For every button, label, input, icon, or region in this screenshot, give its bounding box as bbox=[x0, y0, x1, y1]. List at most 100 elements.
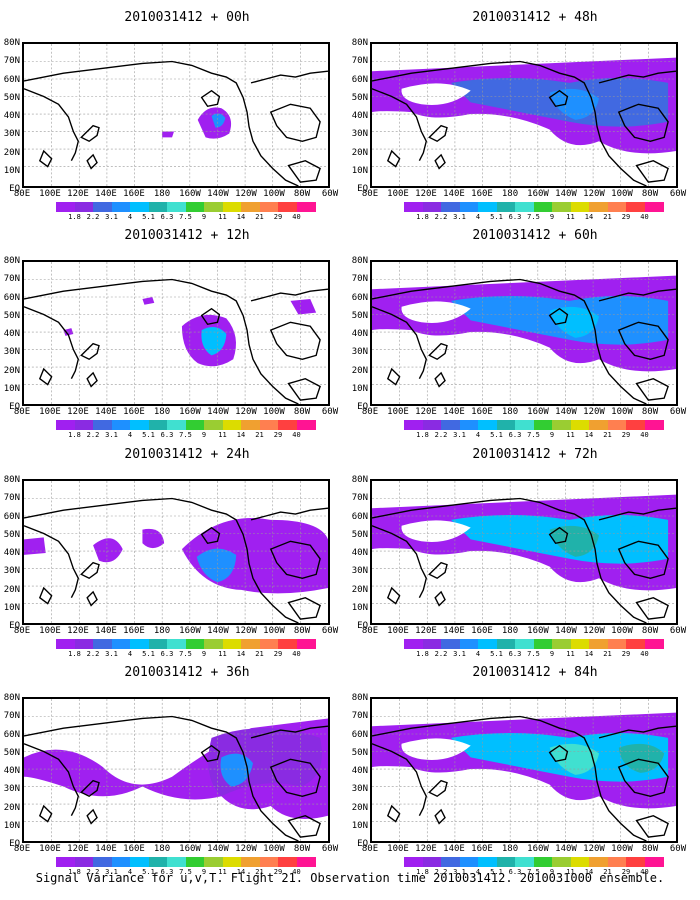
longitude-label: 100W bbox=[263, 189, 285, 199]
colorbar-label: 4 bbox=[475, 650, 481, 658]
colorbar-label: 6.3 bbox=[508, 213, 522, 221]
colorbar-swatch bbox=[441, 639, 460, 649]
colorbar-swatch bbox=[167, 639, 186, 649]
latitude-label: 10N bbox=[3, 165, 20, 176]
longitude-label: 120E bbox=[415, 844, 437, 854]
figure-caption: Signal Variance for u,v,T. Flight 21. Ob… bbox=[35, 871, 665, 885]
map-canvas bbox=[24, 44, 328, 186]
latitude-label: EQ bbox=[357, 184, 368, 194]
colorbar-label: 21 bbox=[603, 431, 612, 439]
longitude-label: 80E bbox=[361, 407, 379, 417]
coastline bbox=[200, 307, 221, 326]
coastline bbox=[269, 540, 321, 579]
latitude-label: 20N bbox=[351, 584, 368, 595]
coastline bbox=[548, 307, 569, 326]
latitude-label: 20N bbox=[3, 802, 20, 813]
latitude-label: 80N bbox=[3, 256, 20, 266]
longitude-label: 120E bbox=[67, 189, 89, 199]
longitude-label: 80W bbox=[293, 626, 311, 636]
map-canvas bbox=[24, 262, 328, 404]
colorbar-swatch bbox=[607, 420, 627, 430]
longitude-label: 140W bbox=[555, 189, 577, 199]
colorbar-label: 21 bbox=[603, 650, 612, 658]
colorbar-swatch bbox=[459, 639, 479, 649]
latitude-label: 60N bbox=[3, 292, 20, 303]
longitude-label: 180 bbox=[501, 189, 519, 199]
latitude-label: 70N bbox=[351, 274, 368, 285]
colorbar-swatch bbox=[185, 639, 205, 649]
longitude-label: 80E bbox=[361, 844, 379, 854]
colorbar-swatch bbox=[93, 420, 112, 430]
coastline bbox=[617, 321, 669, 360]
longitude-label: 100W bbox=[263, 626, 285, 636]
longitude-label: 100W bbox=[263, 844, 285, 854]
latitude-label: 50N bbox=[3, 92, 20, 103]
longitude-label: 80E bbox=[361, 189, 379, 199]
coastline bbox=[24, 278, 299, 404]
latitude-label: 10N bbox=[3, 820, 20, 831]
colorbar-label: 7.5 bbox=[527, 213, 540, 221]
colorbar-label: 5.1 bbox=[490, 213, 503, 221]
colorbar-swatch bbox=[422, 420, 442, 430]
colorbar-label: 9 bbox=[549, 868, 555, 876]
colorbar-swatch bbox=[241, 857, 260, 867]
colorbar-swatch bbox=[204, 857, 223, 867]
longitude-label: 180 bbox=[153, 626, 171, 636]
colorbar-swatch bbox=[167, 420, 186, 430]
longitude-label: 80E bbox=[13, 407, 31, 417]
latitude-label: EQ bbox=[9, 621, 20, 631]
colorbar-label: 40 bbox=[292, 213, 301, 221]
colorbar-swatch bbox=[404, 420, 423, 430]
colorbar-swatch bbox=[496, 420, 516, 430]
colorbar-label: 6.3 bbox=[160, 431, 174, 439]
variance-contour-fill bbox=[401, 738, 471, 761]
colorbar-swatch bbox=[130, 639, 149, 649]
colorbar-swatch bbox=[241, 420, 260, 430]
signal-variance-map bbox=[370, 260, 678, 406]
latitude-label: 70N bbox=[351, 493, 368, 504]
colorbar-label: 9 bbox=[201, 650, 207, 658]
latitude-label: 30N bbox=[3, 566, 20, 577]
colorbar-swatch bbox=[570, 202, 590, 212]
colorbar-swatch bbox=[222, 420, 242, 430]
colorbar-label: 2.2 bbox=[86, 868, 100, 876]
colorbar-swatch bbox=[93, 857, 112, 867]
variance-contour-fill bbox=[24, 537, 46, 555]
latitude-label: 30N bbox=[351, 347, 368, 358]
variance-contour-fill bbox=[201, 326, 227, 356]
colorbar-label: 29 bbox=[621, 650, 631, 658]
latitude-label: 40N bbox=[351, 548, 368, 558]
longitude-label: 80W bbox=[641, 189, 659, 199]
longitude-label: 80W bbox=[641, 407, 659, 417]
colorbar-label: 11 bbox=[566, 868, 575, 876]
colorbar-label: 40 bbox=[640, 650, 649, 658]
variance-contour-fill bbox=[618, 743, 665, 773]
coastline bbox=[617, 540, 669, 579]
panel-title: 2010031412 + 84h bbox=[472, 665, 598, 680]
longitude-label: 180 bbox=[501, 407, 519, 417]
longitude-label: 160W bbox=[179, 407, 201, 417]
latitude-label: 30N bbox=[351, 784, 368, 795]
longitude-label: 160E bbox=[123, 189, 145, 199]
latitude-label: 60N bbox=[351, 511, 368, 522]
longitude-label: 140E bbox=[443, 407, 465, 417]
latitude-label: 40N bbox=[3, 766, 20, 776]
variance-contour-fill bbox=[93, 538, 123, 563]
longitude-label: 80W bbox=[641, 626, 659, 636]
coastline bbox=[200, 89, 221, 108]
longitude-label: 160E bbox=[123, 407, 145, 417]
longitude-label: 160W bbox=[179, 626, 201, 636]
longitude-label: 140W bbox=[555, 844, 577, 854]
colorbar-label: 2.2 bbox=[86, 431, 100, 439]
longitude-label: 80W bbox=[293, 407, 311, 417]
colorbar-label: 21 bbox=[255, 431, 264, 439]
coastline bbox=[598, 288, 676, 302]
colorbar-label: 1.8 bbox=[416, 650, 429, 658]
longitude-label: 160E bbox=[123, 844, 145, 854]
longitude-label: 100E bbox=[39, 189, 61, 199]
colorbar-label: 21 bbox=[255, 868, 264, 876]
colorbar-label: 40 bbox=[292, 650, 301, 658]
colorbar-label: 6.3 bbox=[508, 868, 522, 876]
colorbar-label: 14 bbox=[236, 650, 246, 658]
coastline bbox=[434, 153, 446, 170]
